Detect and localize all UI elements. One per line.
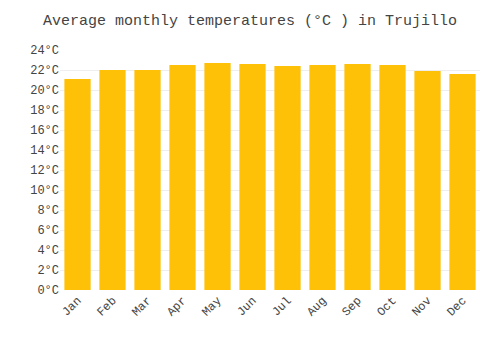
svg-text:12°C: 12°C bbox=[30, 164, 59, 178]
svg-text:20°C: 20°C bbox=[30, 84, 59, 98]
svg-text:18°C: 18°C bbox=[30, 104, 59, 118]
svg-text:22°C: 22°C bbox=[30, 64, 59, 78]
svg-text:Apr: Apr bbox=[164, 294, 189, 319]
svg-text:2°C: 2°C bbox=[37, 264, 59, 278]
svg-text:Jul: Jul bbox=[269, 294, 294, 319]
svg-text:Mar: Mar bbox=[129, 294, 154, 319]
svg-text:16°C: 16°C bbox=[30, 124, 59, 138]
svg-text:10°C: 10°C bbox=[30, 184, 59, 198]
svg-text:Aug: Aug bbox=[304, 294, 329, 319]
svg-text:Jan: Jan bbox=[59, 294, 84, 319]
svg-text:Nov: Nov bbox=[409, 294, 434, 319]
svg-text:14°C: 14°C bbox=[30, 144, 59, 158]
svg-text:Feb: Feb bbox=[94, 294, 119, 319]
svg-text:24°C: 24°C bbox=[30, 44, 59, 58]
svg-text:Jun: Jun bbox=[234, 294, 259, 319]
svg-text:0°C: 0°C bbox=[37, 284, 59, 298]
svg-text:6°C: 6°C bbox=[37, 224, 59, 238]
svg-text:Sep: Sep bbox=[339, 294, 364, 319]
svg-text:Oct: Oct bbox=[374, 294, 399, 319]
svg-text:May: May bbox=[199, 294, 224, 319]
svg-text:Dec: Dec bbox=[444, 294, 469, 319]
svg-text:Average monthly temperatures (: Average monthly temperatures (°C ) in Tr… bbox=[43, 13, 457, 30]
svg-text:4°C: 4°C bbox=[37, 244, 59, 258]
svg-text:8°C: 8°C bbox=[37, 204, 59, 218]
